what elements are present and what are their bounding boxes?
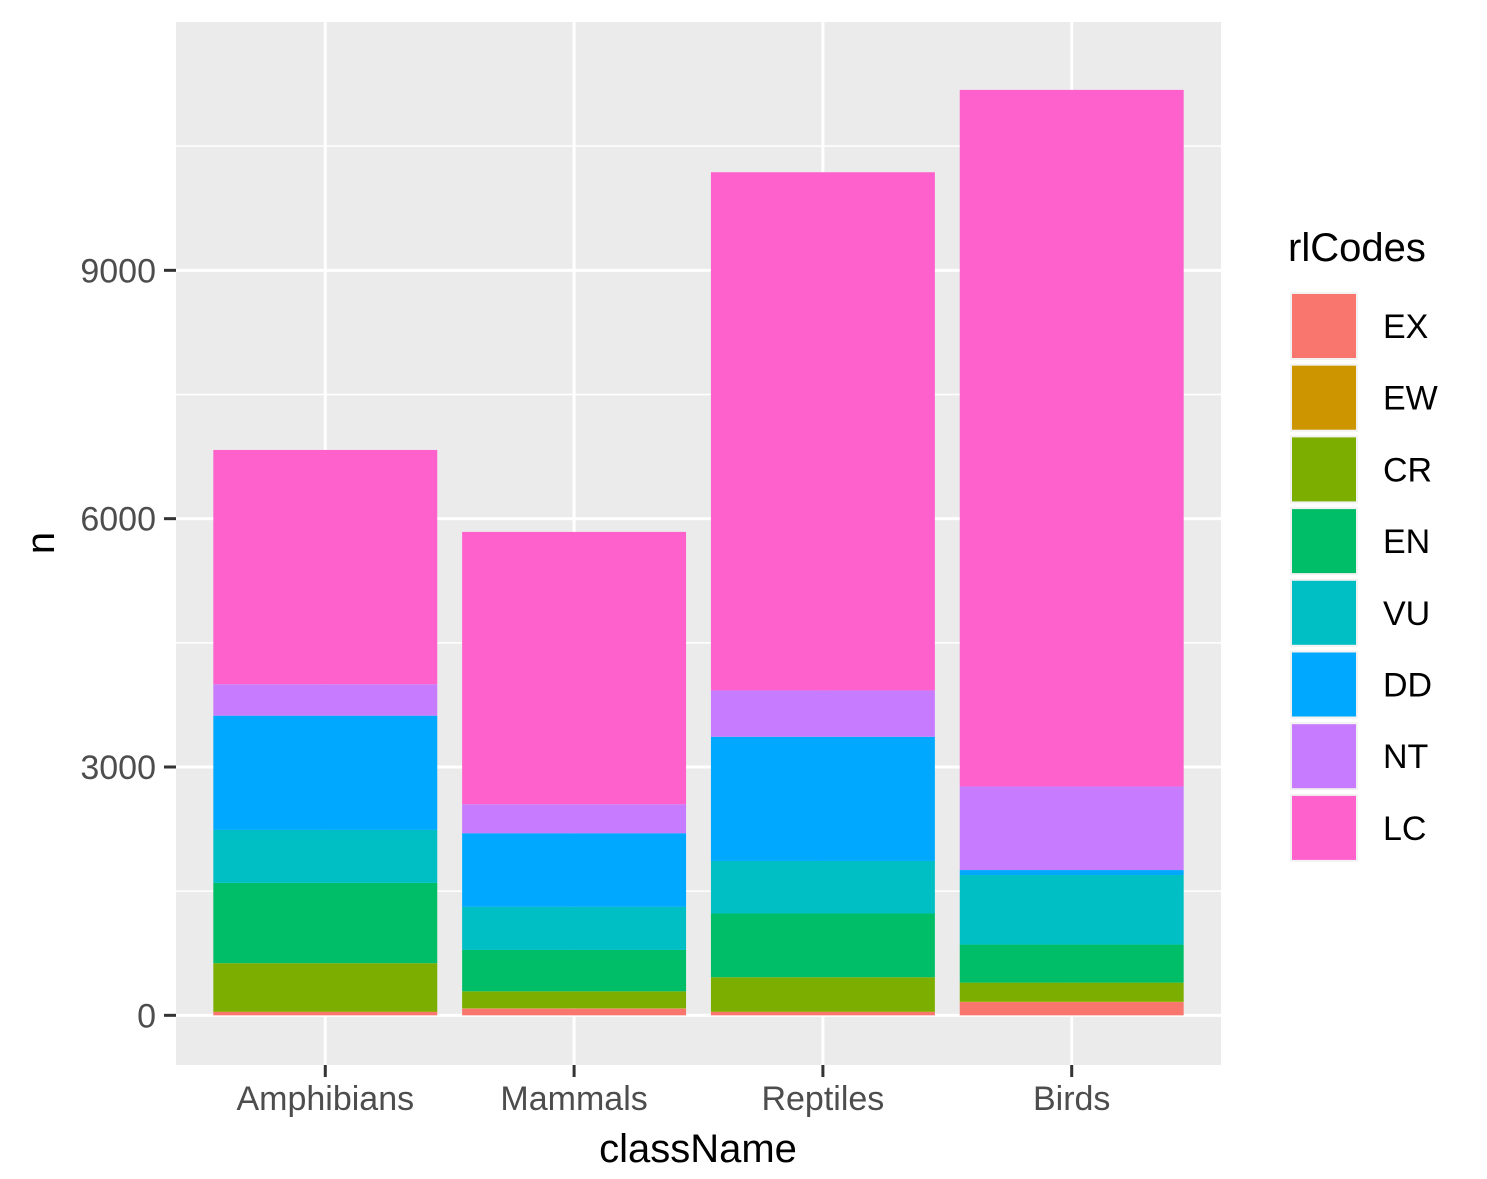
legend-label-nt: NT	[1383, 738, 1428, 776]
x-tick-label: Reptiles	[761, 1080, 884, 1118]
bar-amphibians-en	[213, 882, 438, 964]
legend-label-cr: CR	[1383, 451, 1432, 489]
bar-mammals-lc	[462, 531, 687, 805]
x-tick-label: Birds	[1033, 1080, 1110, 1118]
y-tick-label: 0	[137, 997, 156, 1035]
legend-swatch-lc	[1292, 795, 1356, 860]
bars	[213, 89, 1184, 1016]
x-axis: Amphibians Mammals Reptiles Birds	[236, 1065, 1110, 1118]
bar-mammals-ex	[462, 1008, 687, 1016]
legend: rlCodes EX EW CR EN VU DD NT LC	[1288, 226, 1438, 862]
legend-label-en: EN	[1383, 523, 1430, 561]
y-tick-label: 6000	[80, 501, 156, 539]
x-axis-title: className	[599, 1127, 797, 1171]
legend-swatch-ew	[1292, 365, 1356, 430]
bar-birds-lc	[959, 89, 1184, 787]
legend-swatch-vu	[1292, 580, 1356, 645]
legend-swatch-dd	[1292, 652, 1356, 717]
bar-mammals-en	[462, 949, 687, 992]
y-tick-label: 9000	[80, 252, 156, 290]
y-axis: 0 3000 6000 9000	[80, 252, 176, 1035]
bar-birds-vu	[959, 875, 1184, 945]
legend-swatch-ex	[1292, 294, 1356, 358]
legend-swatch-cr	[1292, 437, 1356, 502]
bar-birds-ex	[959, 1002, 1184, 1016]
bar-reptiles-ex	[710, 1012, 935, 1016]
bar-reptiles-dd	[710, 736, 935, 861]
legend-label-ex: EX	[1383, 308, 1428, 346]
bar-reptiles-cr	[710, 977, 935, 1012]
legend-label-ew: EW	[1383, 380, 1438, 418]
bar-amphibians-cr	[213, 963, 438, 1012]
bar-amphibians-vu	[213, 829, 438, 883]
bar-mammals-nt	[462, 804, 687, 834]
bar-reptiles-lc	[710, 172, 935, 691]
bar-mammals-vu	[462, 906, 687, 950]
bar-mammals-dd	[462, 833, 687, 907]
bar-mammals-cr	[462, 991, 687, 1009]
y-axis-title: n	[19, 532, 63, 554]
bar-reptiles-en	[710, 913, 935, 978]
x-tick-label: Amphibians	[236, 1080, 414, 1118]
bar-amphibians-dd	[213, 715, 438, 830]
bar-birds-dd	[959, 870, 1184, 876]
legend-swatch-nt	[1292, 724, 1356, 789]
bar-amphibians-ex	[213, 1012, 438, 1016]
bar-reptiles-vu	[710, 860, 935, 914]
bar-reptiles-nt	[710, 690, 935, 737]
legend-label-vu: VU	[1383, 595, 1430, 633]
bar-birds-nt	[959, 786, 1184, 871]
bar-amphibians-nt	[213, 684, 438, 716]
x-tick-label: Mammals	[500, 1080, 647, 1118]
legend-label-lc: LC	[1383, 810, 1426, 848]
bar-amphibians-lc	[213, 449, 438, 685]
legend-swatch-en	[1292, 509, 1356, 574]
legend-label-dd: DD	[1383, 667, 1432, 705]
bar-birds-en	[959, 944, 1184, 983]
y-tick-label: 3000	[80, 749, 156, 787]
bar-birds-cr	[959, 982, 1184, 1002]
legend-title: rlCodes	[1288, 226, 1426, 270]
